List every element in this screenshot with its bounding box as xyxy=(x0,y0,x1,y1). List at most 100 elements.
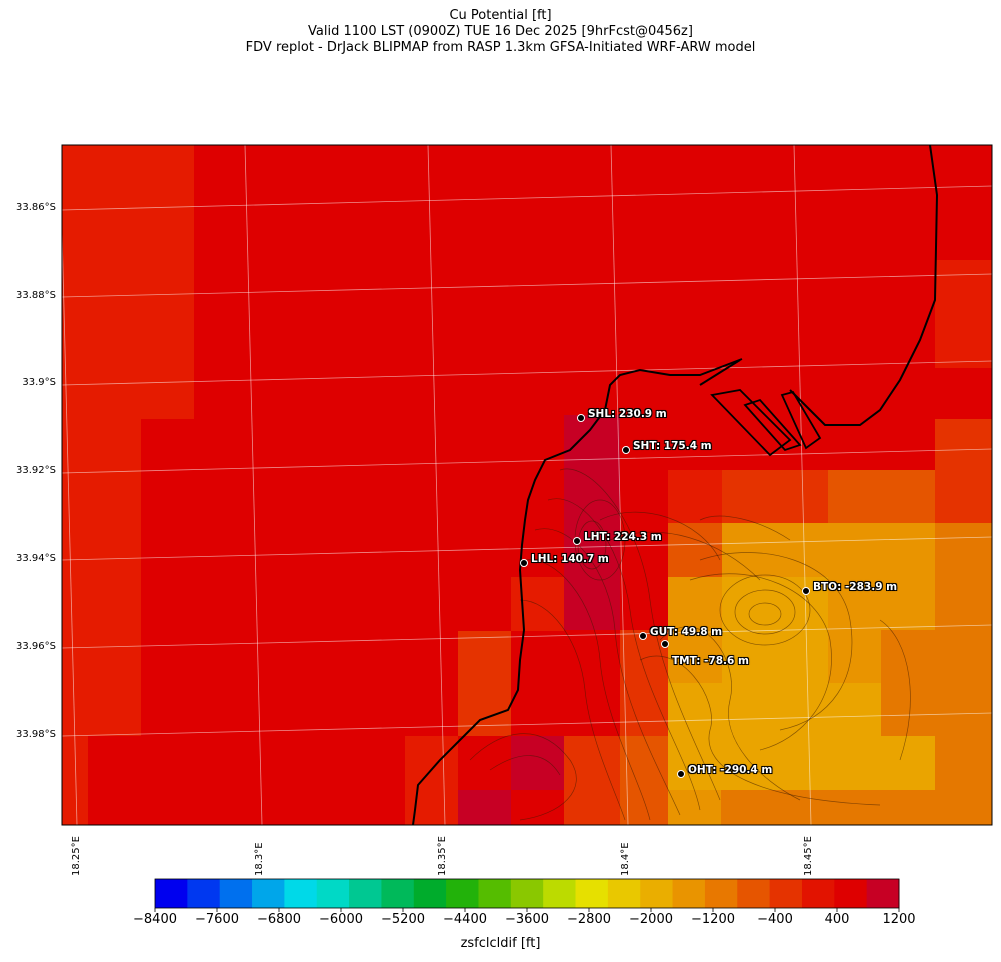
station-dot-sht xyxy=(622,446,630,454)
map-subtitle-model: FDV replot - DrJack BLIPMAP from RASP 1.… xyxy=(245,40,756,55)
colorbar-tick-label: −5200 xyxy=(381,912,425,927)
colorbar-swatch xyxy=(866,879,900,908)
colorbar-tick-label: 400 xyxy=(824,912,850,927)
colorbar-tick-label: −1200 xyxy=(691,912,735,927)
field-cell xyxy=(935,419,992,523)
map-subtitle-valid-time: Valid 1100 LST (0900Z) TUE 16 Dec 2025 [… xyxy=(308,24,693,39)
colorbar-swatch xyxy=(737,879,771,908)
field-cell xyxy=(935,736,992,825)
contour xyxy=(689,573,832,751)
field-cell xyxy=(668,683,828,736)
colorbar-tick-label: −400 xyxy=(757,912,793,927)
contour xyxy=(659,626,801,801)
contour xyxy=(577,520,607,570)
terrain-contours xyxy=(469,468,911,821)
field-cell xyxy=(458,790,511,825)
colorbar-tick-label: −8400 xyxy=(133,912,177,927)
station-label-oht: OHT: -290.4 m xyxy=(688,764,773,776)
station-dot-gut xyxy=(639,632,647,640)
colorbar-tick-label: 1200 xyxy=(882,912,916,927)
gridline-lat xyxy=(62,360,992,386)
station-label-sht: SHT: 175.4 m xyxy=(633,440,712,452)
lon-label: 18.4°E xyxy=(620,842,631,876)
harbour-basin xyxy=(780,390,822,450)
contour xyxy=(639,655,881,806)
colorbar-swatch xyxy=(607,879,641,908)
lon-label: 18.3°E xyxy=(254,842,265,876)
colorbar-swatch xyxy=(801,879,835,908)
field-cell xyxy=(881,683,992,736)
contour xyxy=(719,574,811,646)
lat-label: 33.86°S xyxy=(16,202,56,213)
contour xyxy=(534,528,681,816)
field-cell xyxy=(620,630,668,736)
station-label-shl: SHL: 230.9 m xyxy=(588,408,667,420)
colorbar-swatch xyxy=(543,879,577,908)
contour xyxy=(599,511,721,561)
lat-label: 33.92°S xyxy=(16,465,56,476)
gridline-lat xyxy=(62,273,992,298)
lat-label: 33.88°S xyxy=(16,290,56,301)
field-cell xyxy=(828,683,881,736)
map-frame xyxy=(61,144,993,826)
colorbar-tick-label: −6000 xyxy=(319,912,363,927)
field-cell xyxy=(722,523,935,577)
station-dot-lht xyxy=(573,537,581,545)
colorbar-swatch xyxy=(284,879,318,908)
contour xyxy=(879,619,911,761)
colorbar-frame xyxy=(154,878,900,909)
coastline-west xyxy=(412,145,939,825)
harbour-breakwater xyxy=(699,359,741,386)
field-cell xyxy=(564,736,620,825)
colorbar-swatch xyxy=(252,879,285,908)
colorbar-tick-label: −4400 xyxy=(443,912,487,927)
field-cell xyxy=(88,736,141,825)
colorbar-swatch xyxy=(672,879,706,908)
gridline-lon xyxy=(793,145,812,825)
station-label-lhl: LHL: 140.7 m xyxy=(531,553,609,565)
station-dot-tmt xyxy=(661,640,669,648)
colorbar-swatch xyxy=(575,879,609,908)
colorbar-swatch xyxy=(478,879,512,908)
field-cell xyxy=(668,736,935,790)
contour xyxy=(699,515,791,541)
colorbar-swatch xyxy=(769,879,803,908)
colorbar-tick-label: −7600 xyxy=(195,912,239,927)
colorbar-swatch xyxy=(187,879,221,908)
colorbar xyxy=(154,879,900,912)
gridline-lon xyxy=(610,145,629,825)
harbour-basin xyxy=(710,389,792,457)
field-cell xyxy=(828,368,881,419)
gridline-lon xyxy=(427,145,446,825)
field-cell xyxy=(721,790,935,825)
lat-label: 33.94°S xyxy=(16,553,56,564)
station-dot-bto xyxy=(802,587,810,595)
colorbar-swatch xyxy=(510,879,544,908)
contour xyxy=(489,755,561,776)
colorbar-swatch xyxy=(219,879,253,908)
colorbar-swatch xyxy=(316,879,350,908)
station-label-lht: LHT: 224.3 m xyxy=(584,531,662,543)
contour xyxy=(734,589,796,635)
field-cell xyxy=(935,260,992,368)
station-label-tmt: TMT: -78.6 m xyxy=(672,655,749,667)
contour xyxy=(748,602,782,626)
field-cell xyxy=(564,415,620,630)
field-cell xyxy=(62,145,194,419)
contour xyxy=(609,531,761,581)
colorbar-swatch xyxy=(381,879,415,908)
contour xyxy=(559,468,721,801)
colorbar-label: zsfclcldif [ft] xyxy=(460,936,541,951)
gridline-lat xyxy=(62,185,992,211)
harbour-basin xyxy=(743,398,802,452)
colorbar-swatch xyxy=(704,879,738,908)
colorbar-swatch xyxy=(834,879,868,908)
gridline-lon xyxy=(244,145,263,825)
contour xyxy=(547,498,701,811)
field-cell xyxy=(458,631,511,736)
colorbar-swatch xyxy=(155,879,188,908)
station-dot-oht xyxy=(677,770,685,778)
colorbar-tick-label: −2000 xyxy=(629,912,673,927)
gridline-lat xyxy=(62,448,992,474)
field-cell xyxy=(668,470,722,523)
